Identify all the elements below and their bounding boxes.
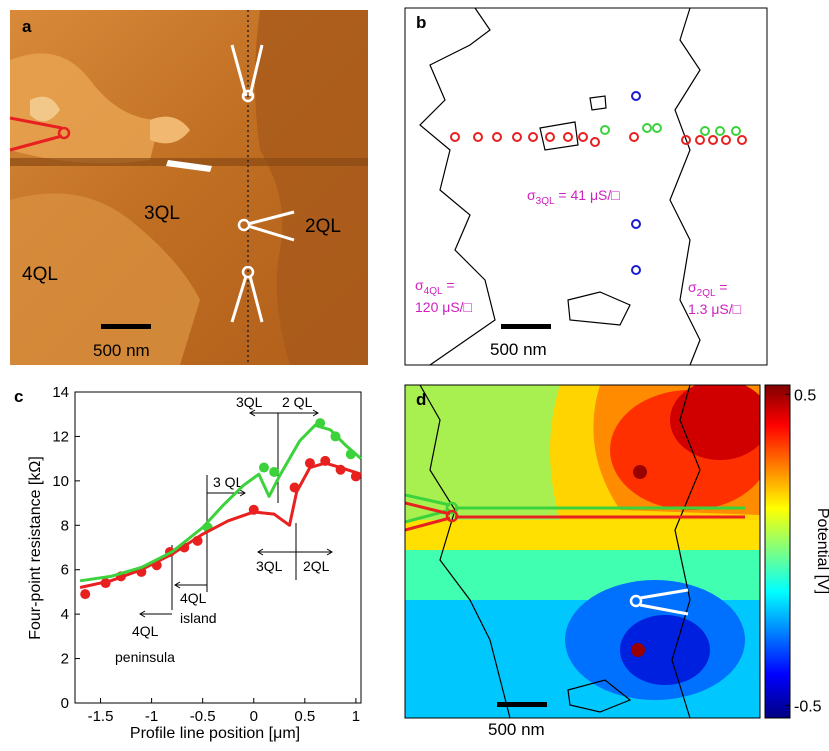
y-tick-label: 0 <box>61 695 69 712</box>
conductivity-label: σ4QL = <box>415 277 455 297</box>
subscript: 4QL <box>424 286 443 297</box>
conductivity-label: σ3QL = 41 μS/□ <box>527 187 620 207</box>
x-tick-label: 0.5 <box>294 708 315 725</box>
plot-frame <box>74 391 362 704</box>
data-point <box>258 462 269 473</box>
fit-line <box>79 423 362 583</box>
region-label: 2QL <box>305 216 341 237</box>
x-tick-label: 0 <box>250 708 258 725</box>
annotations: 3QL 2 QL 3 QL 3QL 2QL 4QL island 4QL pen… <box>115 394 330 665</box>
y-tick-label: 4 <box>61 606 69 623</box>
panel-c: c Profile line position [μm] Four-point … <box>14 384 362 742</box>
y-tick-label: 14 <box>52 384 69 401</box>
scale-bar-label: 500 nm <box>93 341 150 360</box>
annotation: 3QL <box>236 394 263 410</box>
annotation-lines <box>139 409 333 618</box>
symbol: σ <box>415 277 424 293</box>
data-point <box>80 589 91 600</box>
x-tick-label: -0.5 <box>190 708 216 725</box>
equation: = 41 μS/□ <box>555 187 621 203</box>
subscript: 3QL <box>536 196 555 207</box>
panel-d: d 500 nm Potential [V] <box>404 384 829 739</box>
conductivity-label: σ2QL = <box>688 279 728 299</box>
equation: = <box>443 277 455 293</box>
y-axis-label: Four-point resistance [kΩ] <box>27 456 44 640</box>
colorbar-tick-label: -0.5 <box>794 699 822 716</box>
symbol: σ <box>688 279 697 295</box>
x-tick-label: -1 <box>145 708 158 725</box>
annotation: island <box>180 610 217 626</box>
panel-label: a <box>22 17 32 36</box>
panel-label: d <box>416 390 426 409</box>
region-label: 3QL <box>144 203 180 224</box>
potential-map <box>405 385 760 718</box>
subscript: 2QL <box>697 288 716 299</box>
equation: = <box>716 279 728 295</box>
panel-label: c <box>14 387 23 406</box>
annotation: 4QL <box>132 623 159 639</box>
panel-a: a 3QL 2QL 4QL 500 nm <box>9 10 368 365</box>
scale-bar <box>101 324 151 329</box>
x-axis-label: Profile line position [μm] <box>130 725 300 742</box>
scale-bar-label: 500 nm <box>488 720 545 739</box>
annotation: 2 QL <box>282 394 313 410</box>
x-tick-label: -1.5 <box>88 708 114 725</box>
annotation: 3QL <box>256 558 283 574</box>
y-tick-label: 6 <box>61 562 69 579</box>
annotation: 4QL <box>180 590 207 606</box>
x-tick-label: 1 <box>352 708 360 725</box>
y-tick-label: 12 <box>52 428 69 445</box>
panel-frame <box>404 384 761 719</box>
scale-bar-label: 500 nm <box>490 340 547 359</box>
colorbar <box>764 384 791 719</box>
panel-label: b <box>416 13 426 32</box>
region-label: 4QL <box>22 264 58 285</box>
panel-b: b σ3QL = 41 μS/□ σ4QL = 120 μS/□ σ2QL = … <box>404 7 768 366</box>
fit-line <box>79 461 362 589</box>
scale-bar <box>497 702 547 707</box>
colorbar-label: Potential [V] <box>814 508 829 594</box>
y-tick-label: 10 <box>52 473 69 490</box>
y-tick-label: 2 <box>61 651 69 668</box>
conductivity-value: 120 μS/□ <box>415 299 473 315</box>
annotation: 3 QL <box>213 474 244 490</box>
panel-frame <box>404 7 768 366</box>
data-point <box>269 466 280 477</box>
scale-bar <box>501 324 551 329</box>
conductivity-value: 1.3 μS/□ <box>688 301 742 317</box>
colorbar-tick-label: 0.5 <box>794 387 816 404</box>
annotation: peninsula <box>115 649 175 665</box>
symbol: σ <box>527 187 536 203</box>
y-tick-label: 8 <box>61 517 69 534</box>
annotation: 2QL <box>303 558 330 574</box>
